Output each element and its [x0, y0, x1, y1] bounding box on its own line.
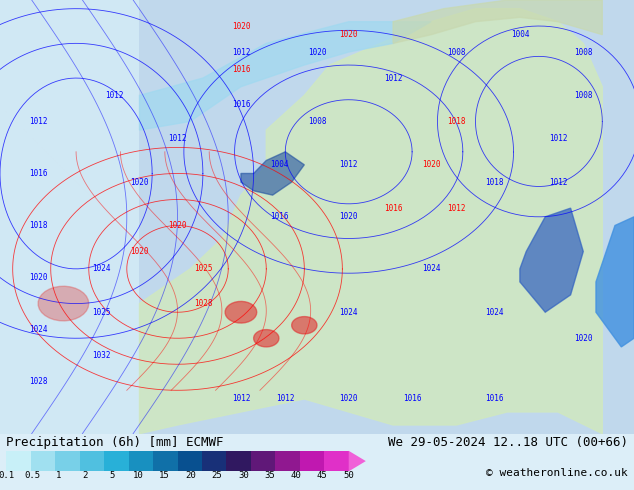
Text: 1020: 1020: [339, 394, 358, 403]
Polygon shape: [225, 301, 257, 323]
Text: 40: 40: [290, 471, 301, 480]
Text: 1012: 1012: [548, 178, 567, 187]
Polygon shape: [254, 330, 279, 347]
Bar: [153, 451, 178, 471]
Text: 1016: 1016: [231, 65, 250, 74]
Text: 1024: 1024: [339, 308, 358, 317]
Polygon shape: [596, 217, 634, 347]
Text: 45: 45: [317, 471, 328, 480]
Text: 1012: 1012: [168, 134, 187, 143]
Text: 1012: 1012: [231, 394, 250, 403]
Text: 0.5: 0.5: [25, 471, 41, 480]
Text: 1012: 1012: [29, 117, 48, 126]
Bar: [202, 451, 226, 471]
Text: 1024: 1024: [92, 265, 111, 273]
Text: 1020: 1020: [130, 178, 149, 187]
Text: 1020: 1020: [339, 30, 358, 39]
Bar: [178, 451, 202, 471]
Bar: [6, 451, 31, 471]
Text: 1020: 1020: [168, 221, 187, 230]
Text: 15: 15: [159, 471, 170, 480]
Text: 1020: 1020: [574, 334, 593, 343]
Bar: [324, 451, 349, 471]
Text: 1020: 1020: [307, 48, 327, 56]
Text: 1012: 1012: [339, 160, 358, 169]
Text: 1032: 1032: [92, 351, 111, 360]
Text: 1016: 1016: [29, 169, 48, 178]
Text: © weatheronline.co.uk: © weatheronline.co.uk: [486, 468, 628, 478]
Text: 1020: 1020: [29, 273, 48, 282]
Polygon shape: [393, 0, 602, 44]
Text: 1024: 1024: [485, 308, 504, 317]
Polygon shape: [38, 286, 89, 321]
Polygon shape: [349, 451, 366, 471]
Text: 1028: 1028: [193, 299, 212, 308]
Text: 1018: 1018: [485, 178, 504, 187]
Text: 10: 10: [133, 471, 143, 480]
Polygon shape: [520, 208, 583, 312]
Text: 5: 5: [109, 471, 114, 480]
Text: 1012: 1012: [231, 48, 250, 56]
Text: 0.1: 0.1: [0, 471, 15, 480]
Text: 1020: 1020: [339, 212, 358, 221]
Text: 30: 30: [238, 471, 249, 480]
Text: 1012: 1012: [384, 74, 403, 82]
Bar: [31, 451, 55, 471]
Text: 1016: 1016: [485, 394, 504, 403]
Text: 50: 50: [344, 471, 354, 480]
Text: 1018: 1018: [29, 221, 48, 230]
Text: 25: 25: [212, 471, 223, 480]
Text: 35: 35: [264, 471, 275, 480]
Text: 1008: 1008: [574, 48, 593, 56]
Text: 1020: 1020: [130, 247, 149, 256]
Bar: [55, 451, 80, 471]
Polygon shape: [241, 152, 304, 195]
Bar: [129, 451, 153, 471]
Text: Precipitation (6h) [mm] ECMWF: Precipitation (6h) [mm] ECMWF: [6, 437, 224, 449]
Text: 1008: 1008: [307, 117, 327, 126]
Text: 1016: 1016: [269, 212, 288, 221]
Polygon shape: [292, 317, 317, 334]
Text: 1004: 1004: [269, 160, 288, 169]
Text: 1: 1: [56, 471, 61, 480]
Text: 1020: 1020: [231, 22, 250, 30]
Bar: [226, 451, 251, 471]
Text: 1025: 1025: [193, 265, 212, 273]
Bar: [80, 451, 104, 471]
Bar: [0, 0, 139, 434]
Text: 1020: 1020: [422, 160, 441, 169]
Text: 1024: 1024: [422, 265, 441, 273]
Text: 1016: 1016: [384, 204, 403, 213]
Bar: [104, 451, 129, 471]
Text: 1012: 1012: [548, 134, 567, 143]
Text: 1012: 1012: [276, 394, 295, 403]
Bar: [275, 451, 300, 471]
Text: 1008: 1008: [447, 48, 466, 56]
Text: 1008: 1008: [574, 91, 593, 100]
Text: 20: 20: [185, 471, 196, 480]
Text: 1016: 1016: [403, 394, 422, 403]
Text: 1016: 1016: [231, 99, 250, 109]
Polygon shape: [139, 22, 431, 130]
Text: 1025: 1025: [92, 308, 111, 317]
Bar: [300, 451, 324, 471]
Text: 2: 2: [82, 471, 88, 480]
Polygon shape: [139, 9, 602, 434]
Text: 1024: 1024: [29, 325, 48, 334]
Text: 1012: 1012: [447, 204, 466, 213]
Text: 1018: 1018: [447, 117, 466, 126]
Text: 1028: 1028: [29, 377, 48, 386]
Text: We 29-05-2024 12..18 UTC (00+66): We 29-05-2024 12..18 UTC (00+66): [387, 437, 628, 449]
Text: 1004: 1004: [510, 30, 529, 39]
Text: 1012: 1012: [105, 91, 124, 100]
Bar: [251, 451, 275, 471]
